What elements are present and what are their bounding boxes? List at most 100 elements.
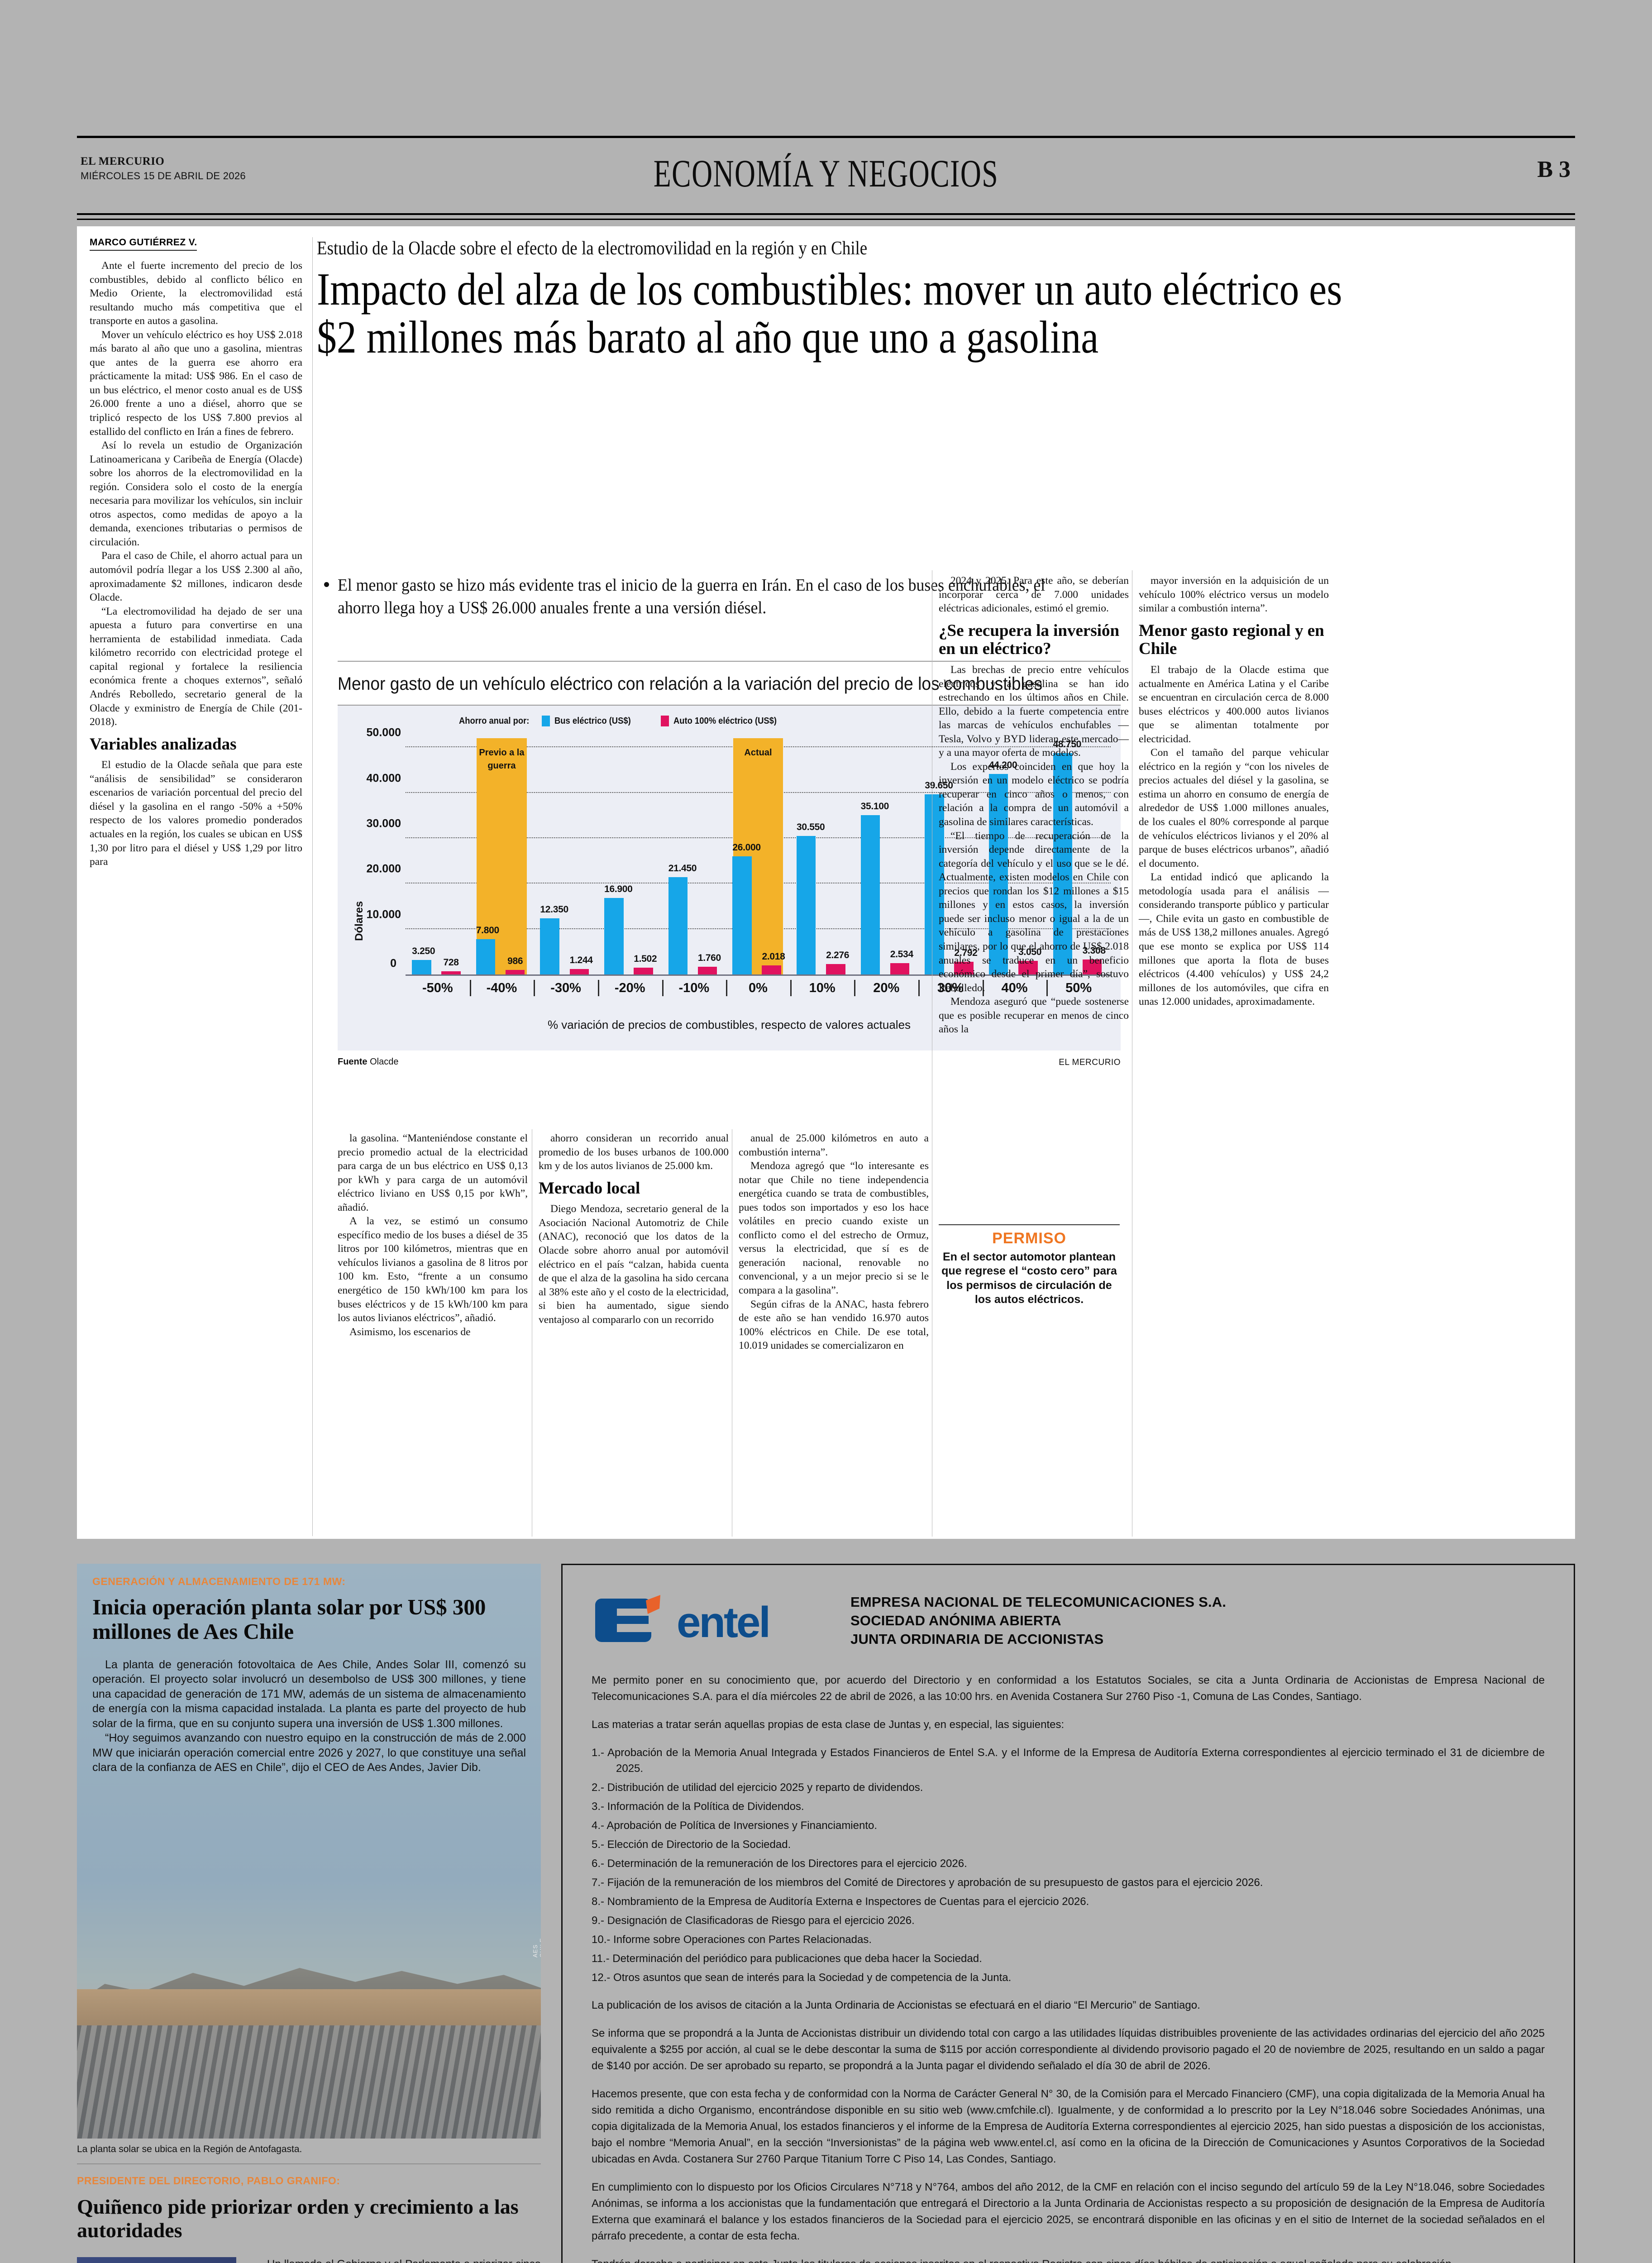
chart-bar-bus [860, 815, 880, 975]
entel-header: entel EMPRESA NACIONAL DE TELECOMUNICACI… [592, 1590, 1545, 1649]
entel-agenda-item: 4.- Aprobación de Política de Inversione… [592, 1819, 878, 1832]
entel-agenda-item: 3.- Información de la Política de Divide… [592, 1800, 804, 1813]
masthead-rule [77, 219, 1575, 220]
subhead-variables-analizadas: Variables analizadas [90, 735, 237, 754]
legend-label-bus: Bus eléctrico (US$) [554, 716, 631, 726]
chart-bar-car [569, 969, 589, 975]
chart-bar-car [505, 970, 525, 975]
chart-value-label-bus: 12.350 [540, 904, 568, 915]
entel-agenda-item: 8.- Nombramiento de la Empresa de Audito… [592, 1895, 1089, 1908]
main-article: MARCO GUTIÉRREZ V. Ante el fuerte increm… [77, 226, 1575, 1539]
chart-x-tick: 20% [873, 981, 900, 996]
paragraph: La planta de generación fotovoltaica de … [92, 1658, 526, 1730]
chart-value-label-car: 2.018 [762, 951, 785, 962]
paragraph: El estudio de la Olacde señala que para … [90, 759, 302, 868]
paragraph: la gasolina. “Manteniéndose constante el… [338, 1132, 528, 1213]
quinenco-body: Un llamado al Gobierno y al Parlamento a… [254, 2257, 541, 2263]
paragraph: Asimismo, los escenarios de [349, 1326, 471, 1338]
paragraph: En cumplimiento con lo dispuesto por los… [592, 2181, 1545, 2243]
chart-x-tick: -20% [614, 981, 645, 996]
entel-agenda-item: 6.- Determinación de la remuneración de … [592, 1857, 967, 1870]
chart-container: Menor gasto de un vehículo eléctrico con… [338, 661, 1121, 1122]
chart-bar-bus [668, 877, 688, 975]
chart-x-separator [1046, 980, 1048, 997]
chart-bar-car [1082, 959, 1102, 975]
chart-y-tick: 50.000 [366, 726, 401, 739]
permiso-pullquote: PERMISO En el sector automotor plantean … [939, 1224, 1120, 1307]
quinenco-portrait-photo: FELIPE RUIZ [77, 2257, 236, 2263]
chart-bar-car [1018, 960, 1038, 975]
paragraph: Se informa que se propondrá a la Junta d… [592, 2027, 1545, 2072]
paragraph: Un llamado al Gobierno y al Parlamento a… [254, 2257, 541, 2263]
chart-bar-car [826, 964, 845, 975]
chart-source-value: Olacde [370, 1057, 399, 1067]
chart-x-tick: 50% [1065, 981, 1092, 996]
paragraph: Mover un vehículo eléctrico es hoy US$ 2… [90, 329, 302, 438]
entel-agenda-item: 7.- Fijación de la remuneración de los m… [592, 1876, 1263, 1889]
solar-article-card: AES CHILE GENERACIÓN Y ALMACENAMIENTO DE… [77, 1564, 541, 2139]
article-column-2: la gasolina. “Manteniéndose constante el… [338, 1132, 528, 1339]
chart-x-tick-labels: -50% -40% -30% -20% -10% 0% 10% 20% 30% 40% 50% [406, 979, 1111, 1003]
chart-x-tick: 30% [937, 981, 964, 996]
chart-value-label-bus: 7.800 [476, 925, 499, 936]
entel-corp-line-3: JUNTA ORDINARIA DE ACCIONISTAS [850, 1631, 1104, 1647]
solar-headline: Inicia operación planta solar por US$ 30… [92, 1595, 486, 1644]
chart-y-axis-label: Dólares [353, 901, 365, 941]
paragraph: “La electromovilidad ha dejado de ser un… [90, 605, 302, 728]
chart-value-label-bus: 35.100 [860, 801, 889, 812]
entel-agenda-item: 12.- Otros asuntos que sean de interés p… [592, 1972, 1012, 1984]
chart-title: Menor gasto de un vehículo eléctrico con… [338, 674, 1043, 694]
chart-x-separator [534, 980, 535, 997]
lede-bullet [324, 582, 329, 587]
chart-value-label-car: 3.050 [1018, 946, 1042, 957]
chart-bar-bus [925, 794, 944, 975]
newspaper-brand: EL MERCURIO [81, 155, 165, 167]
chart-bar-bus [412, 960, 431, 975]
article-column-6: mayor inversión en la adquisición de un … [1139, 574, 1329, 1009]
chart-value-label-car: 1.502 [634, 954, 657, 964]
entel-mark-icon [595, 1595, 660, 1642]
chart-x-separator [854, 980, 856, 997]
chart-bar-bus [1053, 753, 1072, 975]
entel-agenda-item: 10.- Informe sobre Operaciones con Parte… [592, 1934, 872, 1946]
chart-bar-bus [604, 898, 624, 975]
entel-corp-line-2: SOCIEDAD ANÓNIMA ABIERTA [850, 1612, 1061, 1628]
chart-bar-car [762, 965, 781, 975]
paragraph: La publicación de los avisos de citación… [592, 1999, 1200, 2012]
chart-x-separator [790, 980, 792, 997]
article-kicker: Estudio de la Olacde sobre el efecto de … [317, 238, 868, 259]
chart-y-tick: 10.000 [366, 908, 401, 921]
chart-value-label-bus: 21.450 [668, 863, 697, 874]
subhead-mercado-local: Mercado local [539, 1179, 640, 1198]
article-column-3: ahorro consideran un recorrido anual pro… [539, 1132, 729, 1327]
paragraph: anual de 25.000 kilómetros en auto a com… [739, 1132, 929, 1158]
chart-annotation-label: Previo a la guerra [479, 748, 525, 771]
paragraph: Las materias a tratar serán aquellas pro… [592, 1718, 1065, 1731]
chart-bar-bus [796, 835, 816, 975]
chart-x-axis-caption: % variación de precios de combustibles, … [547, 1018, 911, 1032]
article-col1-text: Ante el fuerte incremento del precio de … [90, 259, 302, 729]
page-number: B 3 [1537, 157, 1571, 182]
permiso-text: En el sector automotor plantean que regr… [941, 1251, 1117, 1306]
paragraph: Diego Mendoza, secretario general de la … [539, 1203, 729, 1326]
section-title: ECONOMÍA Y NEGOCIOS [653, 152, 999, 195]
paragraph: ahorro consideran un recorrido anual pro… [539, 1132, 729, 1172]
chart-x-separator [726, 980, 728, 997]
column-rule [312, 237, 313, 1536]
chart-y-tick: 20.000 [366, 863, 401, 876]
chart-value-label-bus: 16.900 [604, 883, 633, 894]
entel-wordmark: entel [677, 1598, 771, 1647]
paragraph: 2024 y 2025. Para este año, se deberían … [939, 575, 1129, 615]
quinenco-kicker: PRESIDENTE DEL DIRECTORIO, PABLO GRANIFO… [77, 2175, 340, 2187]
chart-bar-car [441, 971, 461, 975]
legend-item-bus: Bus eléctrico (US$) [541, 716, 637, 727]
chart-bar-car [634, 968, 653, 975]
masthead: EL MERCURIO MIÉRCOLES 15 DE ABRIL DE 202… [77, 136, 1575, 215]
legend-swatch-bus-icon [541, 716, 550, 727]
article-column-1: MARCO GUTIÉRREZ V. Ante el fuerte increm… [90, 237, 302, 869]
paragraph: Así lo revela un estudio de Organización… [90, 439, 302, 548]
entel-agenda-item: 2.- Distribución de utilidad del ejercic… [592, 1781, 923, 1794]
entel-agenda-item: 1.- Aprobación de la Memoria Anual Integ… [592, 1746, 1545, 1775]
entel-agenda-list: 1.- Aprobación de la Memoria Anual Integ… [592, 1745, 1545, 1986]
